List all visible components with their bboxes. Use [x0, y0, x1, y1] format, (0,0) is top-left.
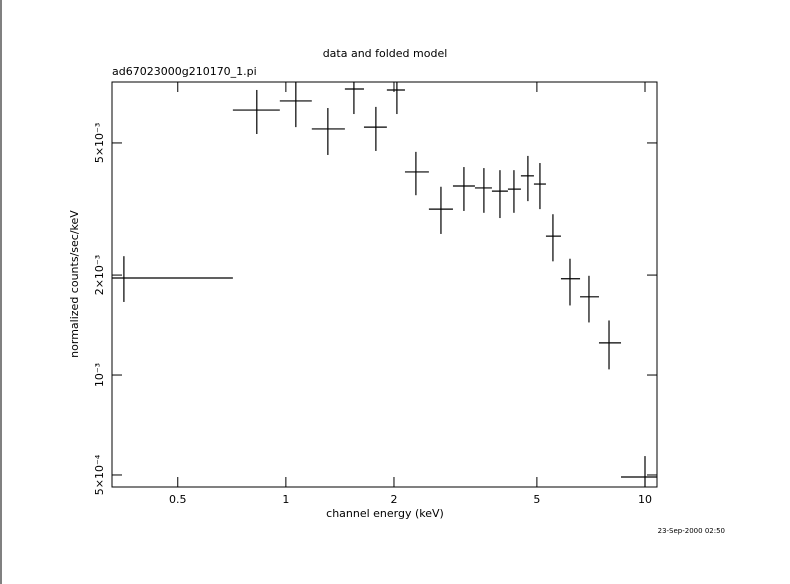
x-tick-label: 1	[282, 493, 289, 506]
y-tick-label: 5×10⁻³	[93, 123, 106, 163]
chart-subtitle: ad67023000g210170_1.pi	[112, 65, 257, 78]
y-axis-label: normalized counts/sec/keV	[68, 210, 81, 358]
x-tick-label: 2	[390, 493, 397, 506]
timestamp: 23-Sep-2000 02:50	[658, 527, 725, 535]
x-tick-label: 0.5	[169, 493, 187, 506]
x-axis-label: channel energy (keV)	[326, 507, 444, 520]
plot-frame	[111, 81, 658, 488]
data-layer	[112, 82, 657, 487]
chart-title: data and folded model	[323, 47, 448, 60]
y-tick-label: 2×10⁻³	[93, 255, 106, 295]
x-tick-label: 5	[533, 493, 540, 506]
x-tick-label: 10	[638, 493, 652, 506]
y-tick-label: 5×10⁻⁴	[93, 454, 106, 495]
y-tick-label: 10⁻³	[93, 363, 106, 387]
